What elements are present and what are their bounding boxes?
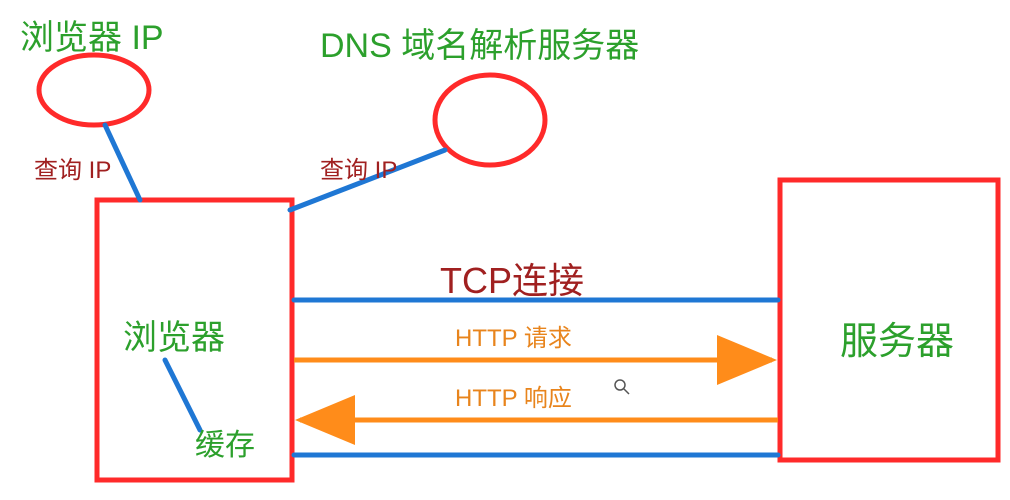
label-tcp: TCP连接 xyxy=(440,252,584,304)
label-query-ip-1: 查询 IP xyxy=(34,150,111,185)
label-http-response: HTTP 响应 xyxy=(455,378,572,413)
label-http-request: HTTP 请求 xyxy=(455,318,572,353)
label-dns-title: DNS 域名解析服务器 xyxy=(320,18,639,67)
dns-ellipse xyxy=(435,75,545,165)
label-browser-ip: 浏览器 IP xyxy=(20,10,164,59)
label-query-ip-2: 查询 IP xyxy=(320,150,397,185)
label-server: 服务器 xyxy=(840,310,954,365)
diagram-canvas: 浏览器 IP DNS 域名解析服务器 查询 IP 查询 IP 浏览器 缓存 服务… xyxy=(0,0,1010,500)
magnifier-icon xyxy=(615,380,629,394)
browser-ip-ellipse xyxy=(39,55,149,125)
diagram-svg xyxy=(0,0,1010,500)
label-browser: 浏览器 xyxy=(123,310,225,359)
label-cache: 缓存 xyxy=(195,420,255,464)
